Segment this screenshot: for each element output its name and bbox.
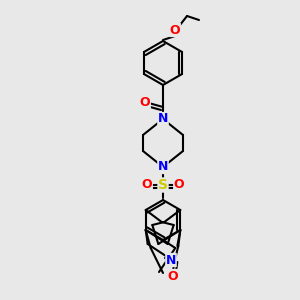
Text: N: N <box>158 160 168 173</box>
Text: O: O <box>142 178 152 191</box>
Text: O: O <box>170 23 180 37</box>
Text: O: O <box>174 178 184 191</box>
Text: N: N <box>166 254 176 266</box>
Text: O: O <box>167 269 178 283</box>
Text: O: O <box>140 95 150 109</box>
Text: S: S <box>158 178 168 192</box>
Text: N: N <box>158 112 168 125</box>
